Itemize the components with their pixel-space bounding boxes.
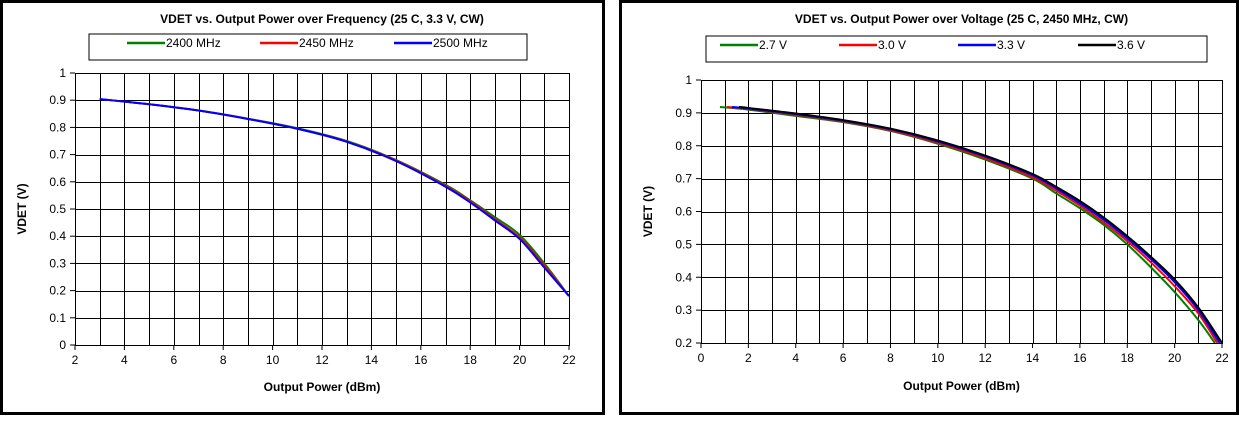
y-tick-label: 0.9	[675, 106, 692, 120]
series-group	[99, 98, 569, 297]
x-tick-label: 16	[1073, 351, 1087, 365]
x-tick-label: 2	[72, 353, 79, 367]
y-tick-label: 0.6	[49, 175, 66, 189]
x-tick-label: 0	[698, 351, 705, 365]
y-tick-label: 0.8	[675, 139, 692, 153]
x-tick-label: 4	[121, 353, 128, 367]
chart-1: VDET vs. Output Power over Frequency (25…	[0, 0, 605, 415]
legend: 2.7 V 3.0 V 3.3 V 3.6 V	[705, 35, 1208, 63]
legend-entry: 2.7 V	[720, 38, 787, 52]
x-tick-label: 2	[745, 351, 752, 365]
legend-entry: 3.3 V	[958, 38, 1025, 52]
legend-entry: 3.6 V	[1078, 38, 1145, 52]
legend-label: 2500 MHz	[433, 36, 488, 50]
x-tick-label: 20	[1168, 351, 1182, 365]
x-tick-label: 12	[315, 353, 329, 367]
legend-box	[88, 33, 528, 61]
plot-border	[701, 80, 1223, 344]
y-tick-label: 0.5	[675, 237, 692, 251]
x-tick-label: 12	[979, 351, 993, 365]
x-tick-label: 8	[220, 353, 227, 367]
x-tick-label: 20	[513, 353, 527, 367]
legend: 2400 MHz 2450 MHz 2500 MHz	[88, 33, 528, 61]
x-tick-label: 6	[840, 351, 847, 365]
y-axis: 0.2 0.3 0.4 0.5 0.6 0.7 0.8 0.9 1	[675, 73, 701, 350]
y-axis-label: VDET (V)	[15, 183, 29, 234]
y-tick-label: 0.4	[49, 229, 66, 243]
y-tick-label: 0.1	[49, 311, 66, 325]
legend-label: 3.3 V	[997, 38, 1025, 52]
y-tick-label: 1	[685, 73, 692, 87]
legend-label: 3.0 V	[878, 38, 906, 52]
legend-entry: 2450 MHz	[260, 36, 354, 50]
x-axis-label: Output Power (dBm)	[264, 380, 381, 394]
y-axis-label: VDET (V)	[641, 186, 655, 237]
legend-entry: 2500 MHz	[394, 36, 488, 50]
x-tick-label: 10	[266, 353, 280, 367]
chart-2: VDET vs. Output Power over Voltage (25 C…	[619, 0, 1239, 415]
y-tick-label: 0.3	[675, 303, 692, 317]
x-tick-label: 16	[414, 353, 428, 367]
x-tick-label: 6	[170, 353, 177, 367]
legend-entry: 3.0 V	[839, 38, 906, 52]
y-tick-label: 0.4	[675, 270, 692, 284]
chart-title: VDET vs. Output Power over Frequency (25…	[160, 12, 484, 26]
series-line	[738, 105, 1222, 343]
series-line	[99, 98, 569, 297]
y-tick-label: 0.3	[49, 256, 66, 270]
x-tick-label: 22	[1215, 351, 1229, 365]
legend-label: 2450 MHz	[299, 36, 354, 50]
y-tick-label: 0.5	[49, 202, 66, 216]
x-axis: 0 2 4 6 8 10 12 14 16 18 20 22	[698, 343, 1229, 365]
y-tick-label: 0.9	[49, 93, 66, 107]
x-tick-label: 4	[792, 351, 799, 365]
y-tick-label: 0.7	[49, 148, 66, 162]
x-tick-label: 18	[1121, 351, 1135, 365]
y-tick-label: 0.8	[49, 120, 66, 134]
grid	[75, 73, 570, 346]
x-axis-label: Output Power (dBm)	[903, 379, 1020, 393]
x-tick-label: 14	[365, 353, 379, 367]
chart-title: VDET vs. Output Power over Voltage (25 C…	[795, 12, 1128, 26]
y-tick-label: 0.7	[675, 172, 692, 186]
y-tick-label: 0.2	[49, 284, 66, 298]
x-tick-label: 22	[562, 353, 576, 367]
x-tick-label: 8	[887, 351, 894, 365]
y-tick-label: 0	[59, 338, 66, 352]
legend-label: 2.7 V	[759, 38, 787, 52]
series-group	[719, 105, 1222, 343]
x-axis: 2 4 6 8 10 12 14 16 18 20 22	[72, 345, 576, 367]
x-tick-label: 10	[931, 351, 945, 365]
y-tick-label: 1	[59, 66, 66, 80]
plot-area	[701, 80, 1222, 343]
legend-entry: 2400 MHz	[127, 36, 221, 50]
y-axis: 0 0.1 0.2 0.3 0.4 0.5 0.6 0.7 0.8 0.9 1	[49, 66, 75, 352]
legend-label: 2400 MHz	[166, 36, 221, 50]
y-tick-label: 0.2	[675, 336, 692, 350]
x-tick-label: 14	[1026, 351, 1040, 365]
legend-box	[705, 35, 1208, 63]
legend-label: 3.6 V	[1117, 38, 1145, 52]
y-tick-label: 0.6	[675, 205, 692, 219]
x-tick-label: 18	[464, 353, 478, 367]
